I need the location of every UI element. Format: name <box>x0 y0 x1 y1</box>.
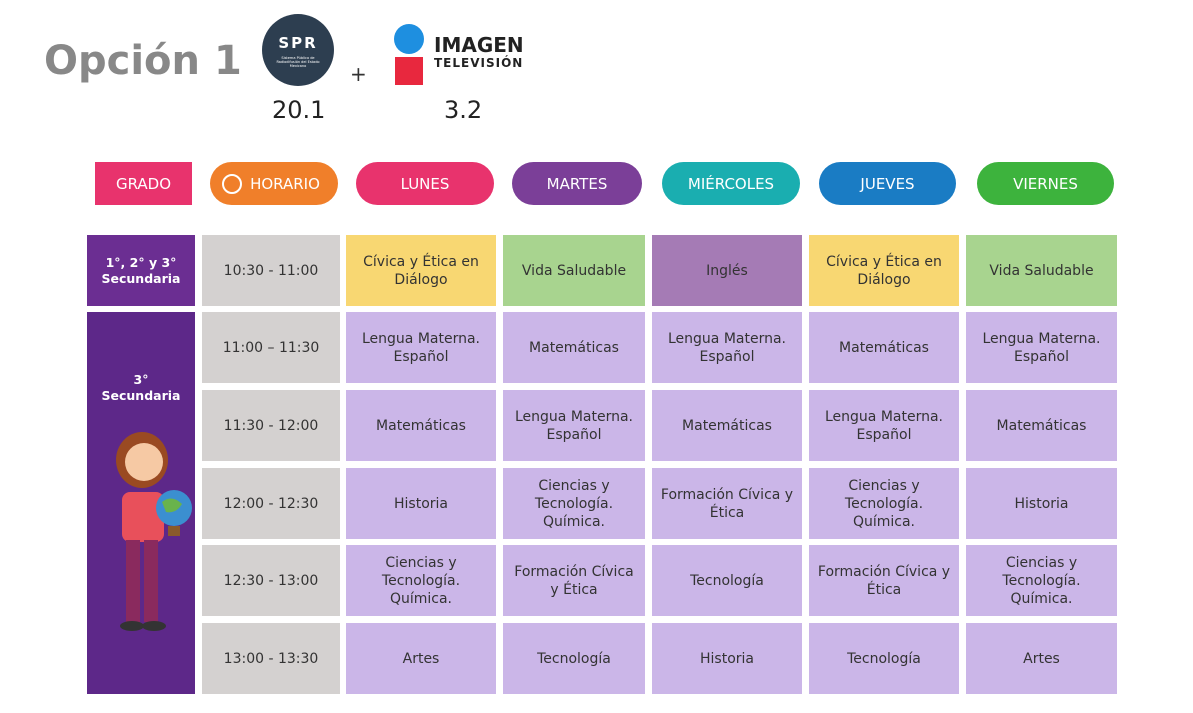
plus: + <box>350 62 367 86</box>
class-cell: Artes <box>346 623 496 694</box>
class-cell: Artes <box>966 623 1117 694</box>
class-cell: Tecnología <box>652 545 802 616</box>
class-cell: Ciencias y Tecnología. Química. <box>966 545 1117 616</box>
girl-illustration <box>116 432 192 631</box>
logo-subname: TELEVISIÓN <box>434 56 524 70</box>
class-cell: Ciencias y Tecnología. Química. <box>503 468 645 539</box>
time-cell: 12:30 - 13:00 <box>202 545 340 616</box>
class-cell: Lengua Materna. Español <box>809 390 959 461</box>
time-cell: 11:30 - 12:00 <box>202 390 340 461</box>
column-header: MIÉRCOLES <box>662 162 800 205</box>
class-cell: Historia <box>346 468 496 539</box>
class-cell: Cívica y Ética en Diálogo <box>809 235 959 306</box>
class-cell: Lengua Materna. Español <box>966 312 1117 383</box>
time-cell: 12:00 - 12:30 <box>202 468 340 539</box>
class-cell: Lengua Materna. Español <box>503 390 645 461</box>
class-cell: Matemáticas <box>346 390 496 461</box>
class-cell: Matemáticas <box>503 312 645 383</box>
class-cell: Tecnología <box>503 623 645 694</box>
channel: 3.2 <box>444 96 483 124</box>
time-cell: 11:00 – 11:30 <box>202 312 340 383</box>
class-cell: Tecnología <box>809 623 959 694</box>
class-cell: Ciencias y Tecnología. Química. <box>809 468 959 539</box>
column-header: GRADO <box>95 162 192 205</box>
class-cell: Formación Cívica y Ética <box>809 545 959 616</box>
class-cell: Vida Saludable <box>966 235 1117 306</box>
logo-name: SPR <box>278 34 318 52</box>
imagen-square <box>395 57 423 85</box>
class-cell: Lengua Materna. Español <box>346 312 496 383</box>
channel: 20.1 <box>272 96 326 124</box>
class-cell: Matemáticas <box>966 390 1117 461</box>
class-cell: Vida Saludable <box>503 235 645 306</box>
logo-name: IMAGEN <box>434 33 524 57</box>
column-header: MARTES <box>512 162 642 205</box>
class-cell: Cívica y Ética en Diálogo <box>346 235 496 306</box>
class-cell: Matemáticas <box>809 312 959 383</box>
imagen-dot <box>394 24 424 54</box>
class-cell: Ciencias y Tecnología. Química. <box>346 545 496 616</box>
class-cell: Historia <box>652 623 802 694</box>
class-cell: Formación Cívica y Ética <box>503 545 645 616</box>
class-cell: Formación Cívica y Ética <box>652 468 802 539</box>
grade-label: 1°, 2° y 3° Secundaria <box>101 254 181 286</box>
logo-caption: Sistema Público de Radiodifusión del Est… <box>276 56 320 68</box>
spr-logo: SPR Sistema Público de Radiodifusión del… <box>262 14 334 86</box>
grade-label: 3° Secundaria <box>101 372 181 403</box>
class-cell: Historia <box>966 468 1117 539</box>
class-cell: Inglés <box>652 235 802 306</box>
class-cell: Matemáticas <box>652 390 802 461</box>
clock-icon <box>222 174 242 194</box>
column-header: VIERNES <box>977 162 1114 205</box>
time-cell: 13:00 - 13:30 <box>202 623 340 694</box>
column-header: LUNES <box>356 162 494 205</box>
column-header: JUEVES <box>819 162 956 205</box>
grade-cell: 1°, 2° y 3° Secundaria <box>87 235 195 306</box>
time-cell: 10:30 - 11:00 <box>202 235 340 306</box>
class-cell: Lengua Materna. Español <box>652 312 802 383</box>
title: Opción 1 <box>44 38 242 84</box>
